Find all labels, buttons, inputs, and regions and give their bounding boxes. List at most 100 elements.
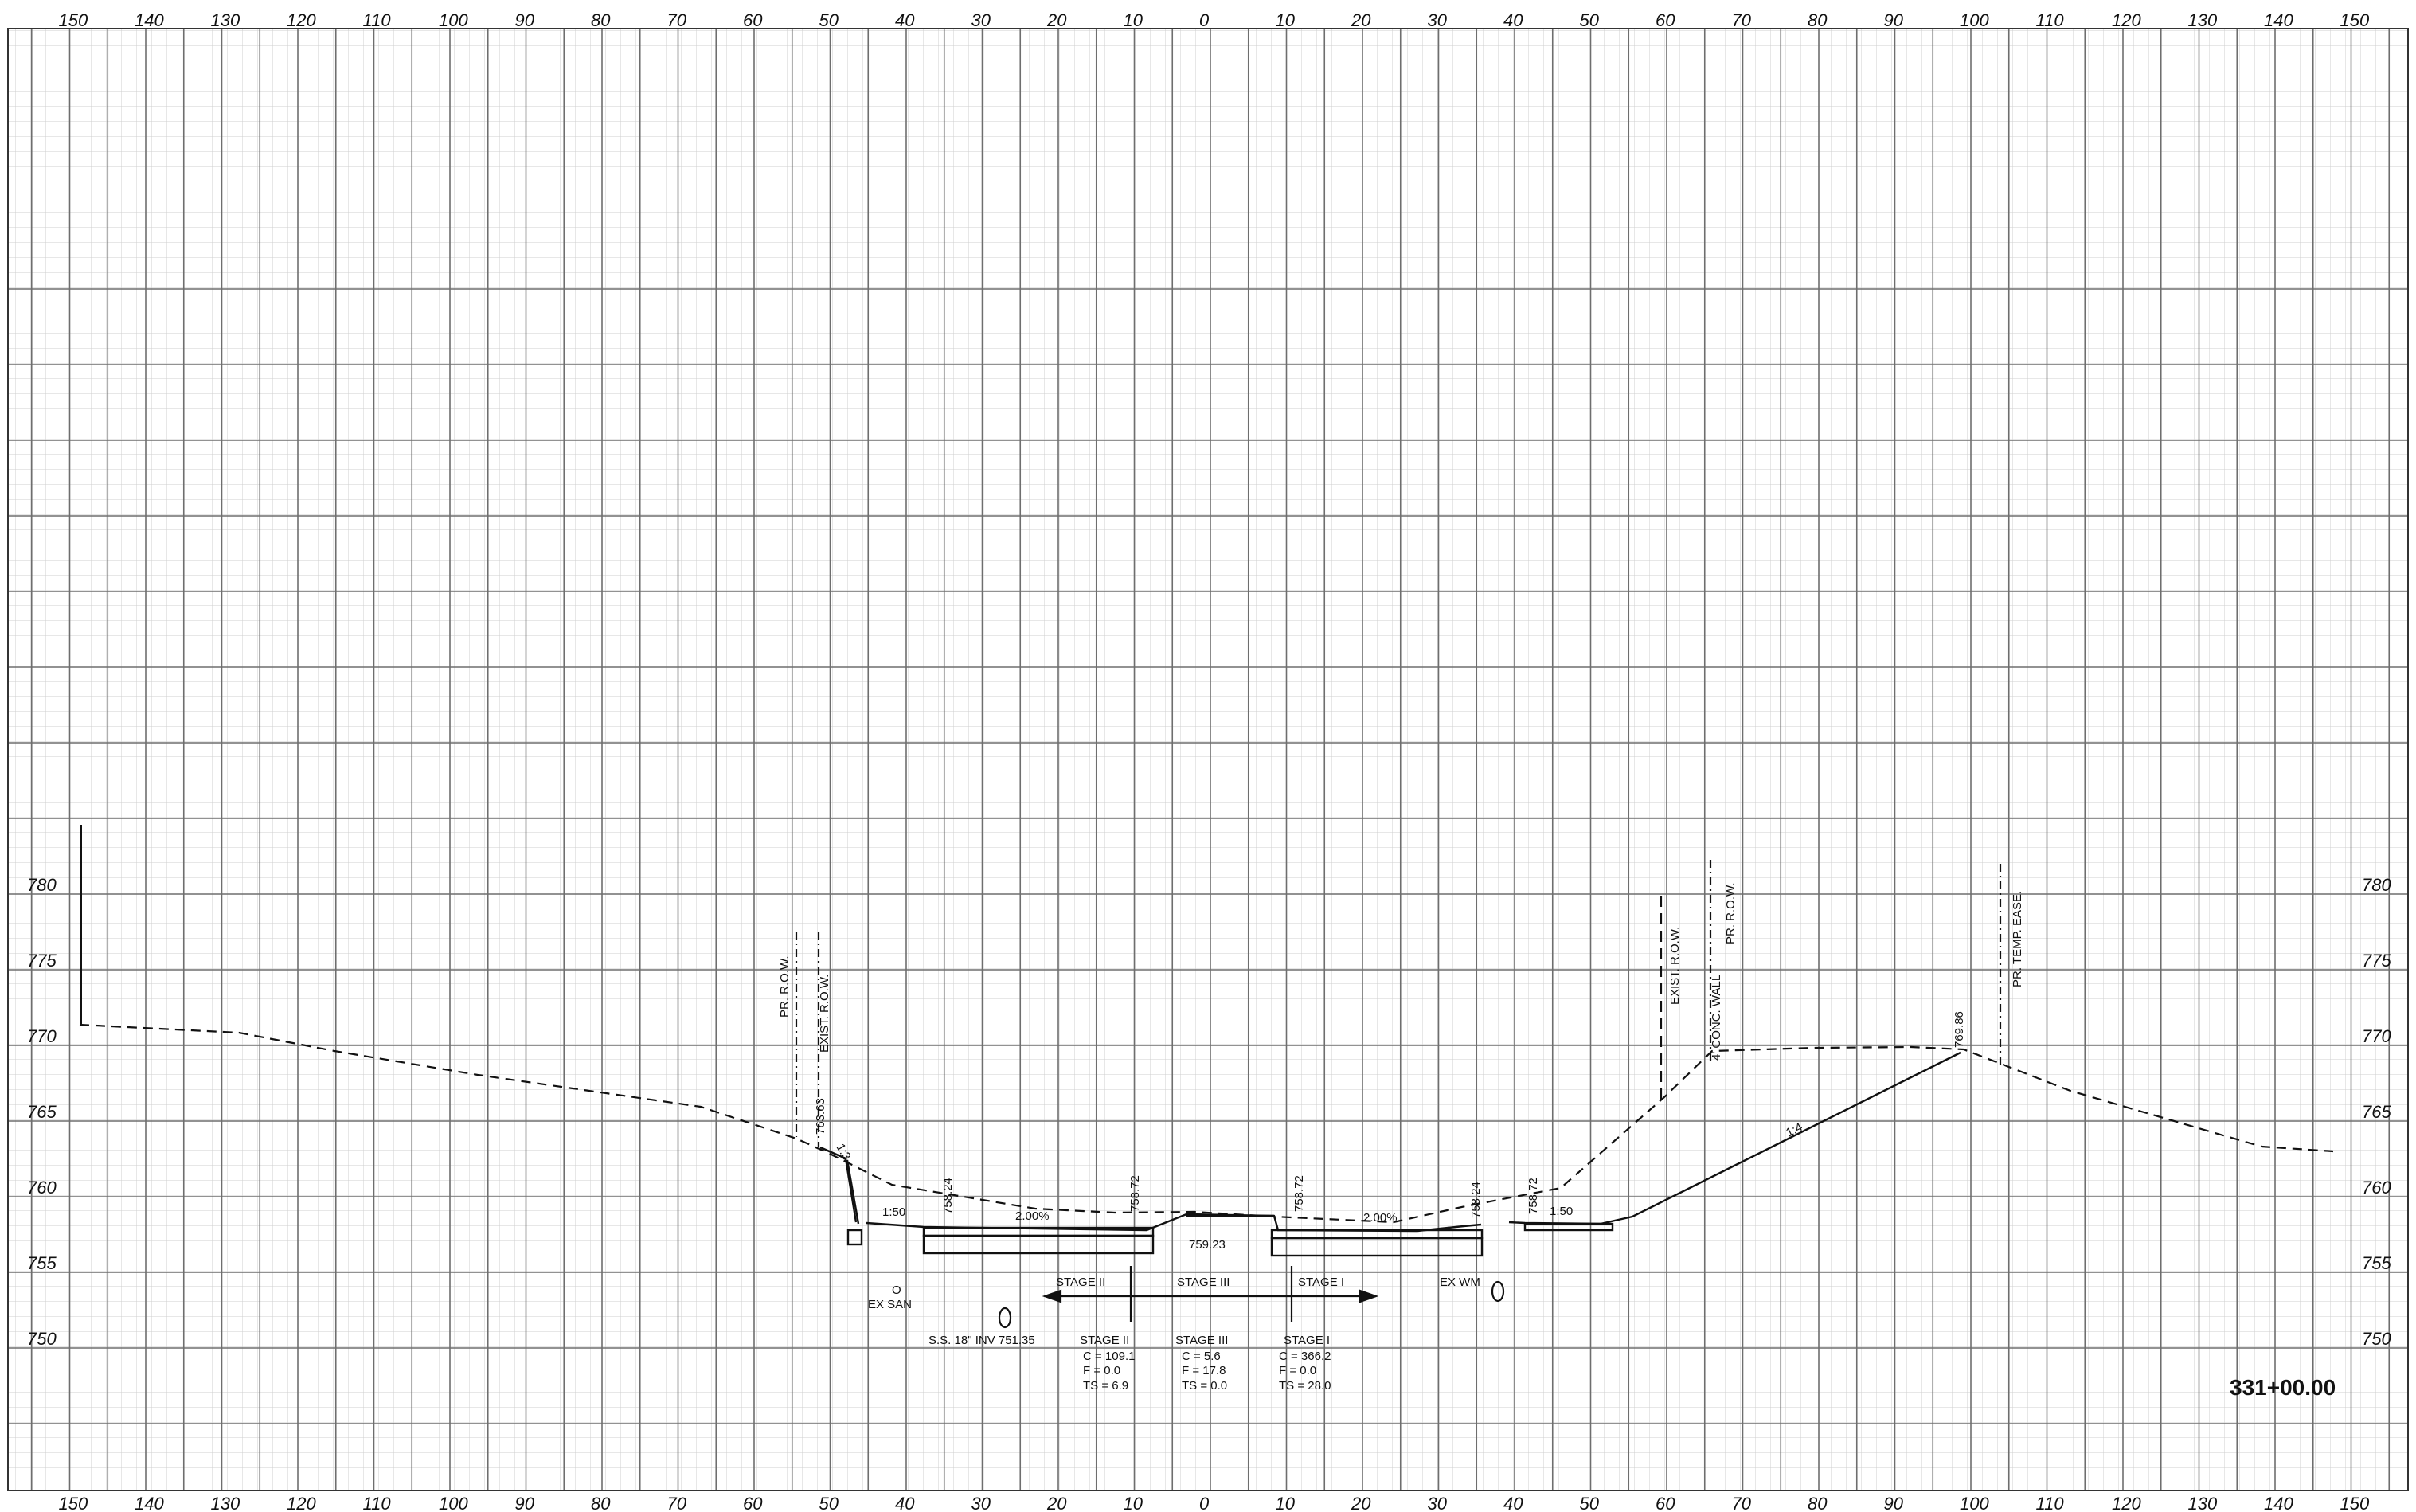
offset-tick-label: 130 [211,1494,240,1512]
offset-tick-label: 90 [1884,1494,1904,1512]
ex-wm-label: EX WM [1440,1276,1480,1289]
offset-tick-label: 0 [1199,10,1210,30]
qty-stage-iii-c: C = 5.6 [1182,1350,1221,1363]
offset-tick-label: 110 [363,1494,392,1512]
offset-tick-label: 60 [1656,10,1675,30]
elevation-tick-label: 780 [2362,875,2391,895]
elevation-label: 758.24 [941,1178,955,1214]
station-label: 331+00.00 [2230,1375,2336,1400]
offset-tick-label: 70 [667,1494,687,1512]
offset-tick-label: 70 [1732,10,1752,30]
exist-row-right-label: EXIST. R.O.W. [1668,927,1682,1005]
qty-stage-ii-ts: TS = 6.9 [1083,1379,1128,1393]
offset-tick-label: 100 [1960,10,1989,30]
offset-tick-label: 90 [515,1494,535,1512]
offset-tick-label: 110 [363,10,392,30]
offset-tick-label: 130 [2188,1494,2218,1512]
offset-tick-label: 10 [1124,10,1143,30]
offset-tick-label: 30 [971,1494,991,1512]
pr-temp-ease-label: PR. TEMP. EASE. [2011,891,2024,987]
offset-tick-label: 50 [1580,1494,1600,1512]
offset-tick-label: 100 [439,1494,468,1512]
offset-tick-label: 100 [439,10,468,30]
offset-tick-label: 150 [2340,10,2370,30]
qty-stage-iii-head: STAGE III [1175,1334,1228,1347]
ex-san-label: EX SAN [868,1298,912,1311]
offset-tick-label: 80 [591,1494,611,1512]
qty-stage-i-c: C = 366.2 [1279,1350,1331,1363]
offset-tick-label: 30 [1428,10,1448,30]
offset-tick-label: 40 [895,1494,915,1512]
offset-tick-label: 50 [1580,10,1600,30]
pr-row-left-label: PR. R.O.W. [778,955,792,1018]
offset-tick-label: 120 [2112,10,2141,30]
elevation-tick-label: 775 [2362,951,2391,971]
offset-axis-top: 150 140 130 120 110 100 90 80 70 60 50 40 30 20 10 0 10 2… [59,10,2370,30]
slope-label: 2.00% [1015,1209,1050,1223]
slope-label: 2.00% [1363,1211,1398,1225]
stage-markers [998,1266,1505,1329]
qty-stage-ii-f: F = 0.0 [1083,1364,1120,1377]
offset-tick-label: 20 [1046,1494,1067,1512]
qty-stage-iii-f: F = 17.8 [1182,1364,1226,1377]
offset-tick-label: 30 [1428,1494,1448,1512]
offset-tick-label: 150 [59,1494,88,1512]
elevation-tick-label: 770 [2362,1026,2391,1046]
offset-tick-label: 80 [1808,1494,1828,1512]
offset-tick-label: 40 [1503,1494,1523,1512]
offset-tick-label: 50 [819,1494,839,1512]
stage-ii-heading: STAGE II [1056,1276,1105,1289]
offset-tick-label: 60 [743,10,763,30]
row-lines [795,860,2002,1147]
elevation-label: 758.72 [1292,1175,1306,1212]
elevation-axis-right: 780 775 770 765 760 755 750 [2362,875,2391,1349]
offset-tick-label: 10 [1124,1494,1143,1512]
stage-i-heading: STAGE I [1298,1276,1344,1289]
offset-tick-label: 90 [515,10,535,30]
offset-tick-label: 50 [819,10,839,30]
ex-san-marker: O [892,1283,901,1297]
offset-axis-bottom: 150 140 130 120 110 100 90 80 70 60 50 40 30 20 10 0 10 2… [59,1494,2370,1512]
offset-tick-label: 120 [2112,1494,2141,1512]
elevation-tick-label: 755 [2362,1253,2391,1273]
elevation-axis-left: 780 775 770 765 760 755 750 [27,875,57,1349]
stage-iii-heading: STAGE III [1177,1276,1230,1289]
offset-tick-label: 60 [743,1494,763,1512]
ss-invert-note: S.S. 18" INV 751.35 [928,1334,1035,1347]
offset-tick-label: 150 [59,10,88,30]
elevation-tick-label: 765 [2362,1102,2391,1122]
offset-tick-label: 20 [1351,1494,1371,1512]
elevation-tick-label: 780 [27,875,57,895]
offset-tick-label: 20 [1046,10,1067,30]
elevation-label: 758.24 [1469,1182,1483,1218]
elevation-tick-label: 765 [27,1102,57,1122]
qty-stage-ii-c: C = 109.1 [1083,1350,1135,1363]
slope-label: 1:50 [882,1205,905,1219]
elevation-tick-label: 770 [27,1026,57,1046]
elevation-label: 769.86 [1953,1011,1966,1048]
offset-tick-label: 70 [667,10,687,30]
exist-row-left-label: EXIST. R.O.W. [818,975,831,1053]
offset-tick-label: 10 [1276,1494,1296,1512]
offset-tick-label: 10 [1276,10,1296,30]
qty-stage-i-ts: TS = 28.0 [1279,1379,1331,1393]
offset-tick-label: 130 [211,10,240,30]
qty-stage-i-head: STAGE I [1284,1334,1330,1347]
offset-tick-label: 60 [1656,1494,1675,1512]
offset-tick-label: 140 [2264,1494,2293,1512]
pr-row-right-label: PR. R.O.W. [1724,882,1738,944]
qty-stage-iii-ts: TS = 0.0 [1182,1379,1227,1393]
elevation-tick-label: 750 [2362,1329,2391,1349]
offset-tick-label: 100 [1960,1494,1989,1512]
offset-tick-label: 110 [2036,1494,2065,1512]
qty-stage-i-f: F = 0.0 [1279,1364,1316,1377]
offset-tick-label: 140 [135,1494,164,1512]
offset-tick-label: 40 [1503,10,1523,30]
elevation-tick-label: 775 [27,951,57,971]
offset-tick-label: 30 [971,10,991,30]
offset-tick-label: 0 [1199,1494,1210,1512]
elevation-tick-label: 755 [27,1253,57,1273]
elevation-tick-label: 760 [27,1178,57,1197]
qty-stage-ii-head: STAGE II [1080,1334,1129,1347]
